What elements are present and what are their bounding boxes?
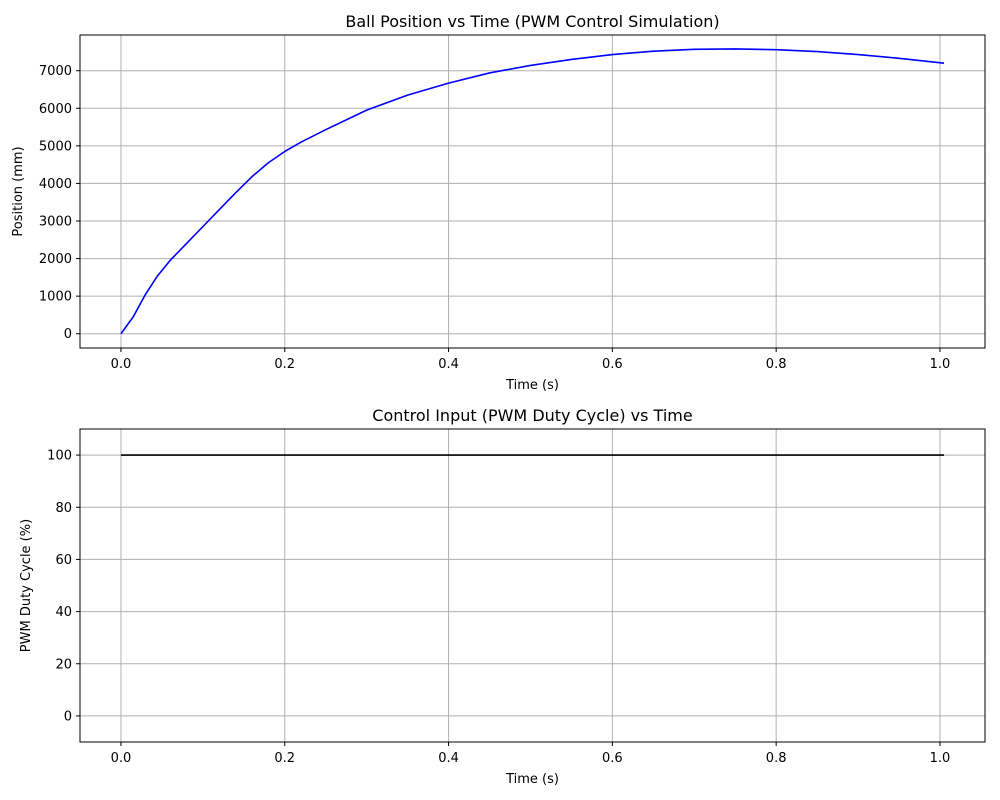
position-chart-y-tick-label: 1000 bbox=[39, 290, 72, 305]
pwm-chart-y-tick-label: 60 bbox=[55, 553, 72, 568]
pwm-chart-x-tick-label: 0.2 bbox=[274, 751, 295, 766]
position-chart: Ball Position vs Time (PWM Control Simul… bbox=[11, 12, 986, 393]
pwm-chart: Control Input (PWM Duty Cycle) vs Time T… bbox=[19, 406, 986, 787]
position-chart-x-tick-label: 0.4 bbox=[438, 357, 459, 372]
pwm-chart-y-axis-label: PWM Duty Cycle (%) bbox=[19, 519, 34, 652]
pwm-chart-y-tick-label: 40 bbox=[55, 605, 72, 620]
position-chart-y-tick-label: 7000 bbox=[39, 64, 72, 79]
pwm-chart-x-tick-label: 0.6 bbox=[602, 751, 623, 766]
pwm-chart-y-tick-label: 20 bbox=[55, 657, 72, 672]
pwm-chart-y-tick-label: 0 bbox=[64, 709, 72, 724]
position-chart-x-tick-label: 0.6 bbox=[602, 357, 623, 372]
position-chart-y-tick-label: 6000 bbox=[39, 102, 72, 117]
position-chart-title: Ball Position vs Time (PWM Control Simul… bbox=[345, 12, 719, 31]
pwm-chart-y-tick-label: 100 bbox=[47, 449, 72, 464]
pwm-chart-x-tick-label: 0.4 bbox=[438, 751, 459, 766]
pwm-chart-x-axis-label: Time (s) bbox=[505, 772, 559, 787]
position-chart-y-tick-label: 4000 bbox=[39, 177, 72, 192]
position-chart-y-tick-label: 5000 bbox=[39, 139, 72, 154]
position-chart-x-tick-label: 1.0 bbox=[930, 357, 951, 372]
position-chart-series-line bbox=[120, 48, 945, 335]
position-chart-x-axis-label: Time (s) bbox=[505, 378, 559, 393]
pwm-chart-x-tick-label: 0.8 bbox=[766, 751, 787, 766]
position-chart-y-tick-label: 3000 bbox=[39, 214, 72, 229]
position-chart-y-tick-label: 0 bbox=[64, 327, 72, 342]
position-chart-y-axis-label: Position (mm) bbox=[11, 146, 26, 236]
pwm-chart-marks: 0.0 0.2 0.4 0.6 0.8 1.0 0 20 40 60 80 100 bbox=[47, 428, 986, 766]
position-chart-axes-frame bbox=[79, 34, 986, 349]
position-chart-y-tick-label: 2000 bbox=[39, 252, 72, 267]
pwm-chart-title: Control Input (PWM Duty Cycle) vs Time bbox=[372, 406, 692, 425]
pwm-chart-x-tick-label: 1.0 bbox=[930, 751, 951, 766]
position-chart-x-tick-label: 0.0 bbox=[111, 357, 132, 372]
pwm-chart-y-tick-label: 80 bbox=[55, 501, 72, 516]
position-chart-x-tick-label: 0.2 bbox=[274, 357, 295, 372]
pwm-chart-x-tick-label: 0.0 bbox=[111, 751, 132, 766]
position-chart-x-tick-label: 0.8 bbox=[766, 357, 787, 372]
position-chart-marks: 0.0 0.2 0.4 0.6 0.8 1.0 0 1000 2000 3000 4000 5000 6… bbox=[39, 34, 986, 372]
pwm-chart-axes-frame bbox=[79, 428, 986, 743]
